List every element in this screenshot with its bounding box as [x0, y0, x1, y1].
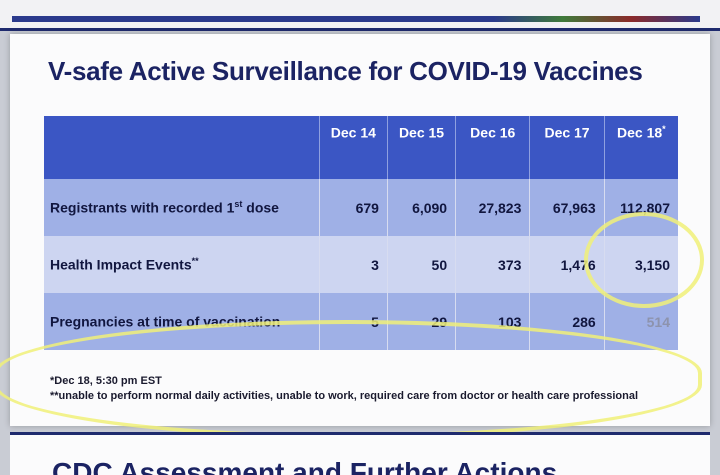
table-header-cell: Dec 16 — [455, 116, 530, 179]
table-cell: 514 — [603, 293, 678, 350]
table-cell: 373 — [455, 236, 530, 293]
previous-slide-edge — [0, 0, 720, 31]
row-label: Registrants with recorded 1st dose — [44, 179, 320, 236]
table-cell: 67,963 — [529, 179, 605, 236]
slide-title: V-safe Active Surveillance for COVID-19 … — [48, 56, 643, 86]
table-header-cell — [44, 116, 320, 179]
footnotes: *Dec 18, 5:30 pm EST **unable to perform… — [50, 374, 638, 404]
table-cell: 3 — [318, 236, 388, 293]
table-header-cell: Dec 17 — [529, 116, 605, 179]
table-cell: 679 — [318, 179, 388, 236]
table-cell: 6,090 — [386, 179, 456, 236]
table-cell: 29 — [386, 293, 456, 350]
surveillance-table: Dec 14 Dec 15 Dec 16 Dec 17 Dec 18* Regi… — [44, 116, 678, 350]
slide-accent-bar — [12, 16, 700, 22]
row-label: Health Impact Events** — [44, 236, 320, 293]
footnote: **unable to perform normal daily activit… — [50, 390, 639, 402]
table-cell: 27,823 — [455, 179, 530, 236]
table-cell: 286 — [529, 293, 605, 350]
table-header-row: Dec 14 Dec 15 Dec 16 Dec 17 Dec 18* — [44, 116, 678, 179]
row-label: Pregnancies at time of vaccination — [44, 293, 320, 350]
table-row: Pregnancies at time of vaccination 5 29 … — [44, 293, 678, 350]
table-row: Health Impact Events** 3 50 373 1,476 3,… — [44, 236, 678, 293]
next-slide-title: CDC Assessment and Further Actions — [52, 457, 558, 475]
table-cell: 3,150 — [603, 236, 678, 293]
table-cell: 1,476 — [529, 236, 605, 293]
table-header-cell: Dec 14 — [318, 116, 388, 179]
table-row: Registrants with recorded 1st dose 679 6… — [44, 179, 678, 236]
table-cell: 50 — [386, 236, 456, 293]
slide: V-safe Active Surveillance for COVID-19 … — [0, 34, 710, 438]
table-cell: 112,807 — [603, 179, 678, 236]
table-header-cell: Dec 15 — [386, 116, 456, 179]
table-header-cell: Dec 18* — [603, 116, 678, 179]
table-cell: 103 — [455, 293, 530, 350]
next-slide-edge: CDC Assessment and Further Actions — [10, 432, 710, 475]
table-cell: 5 — [318, 293, 388, 350]
footnote: *Dec 18, 5:30 pm EST — [50, 375, 162, 387]
